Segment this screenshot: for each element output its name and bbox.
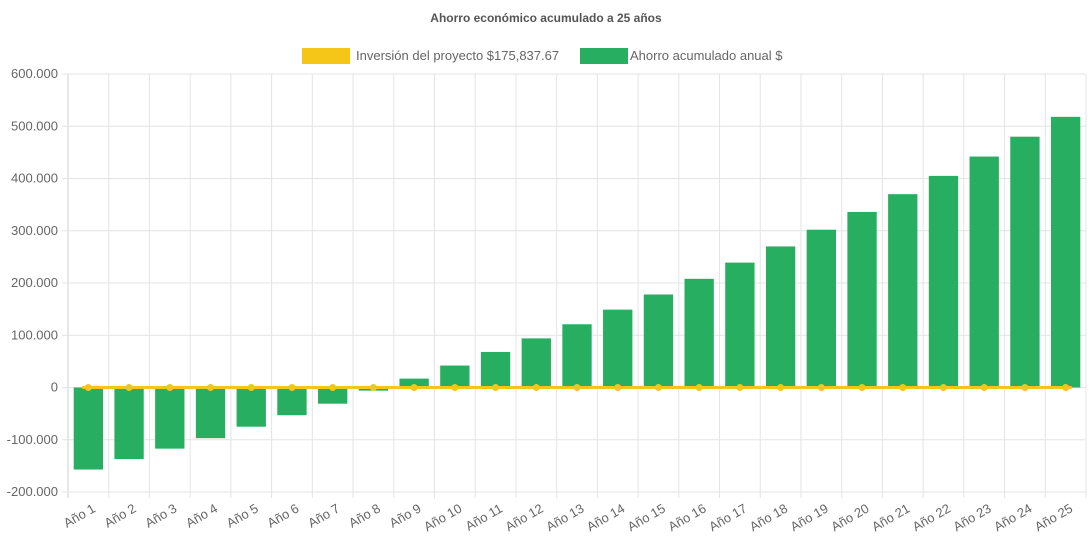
line-point[interactable] — [410, 384, 418, 391]
line-point[interactable] — [288, 384, 296, 391]
y-tick-label: 400.000 — [11, 171, 58, 186]
bar[interactable] — [888, 194, 918, 388]
line-point[interactable] — [1062, 384, 1070, 391]
x-tick-label: Año 10 — [421, 501, 464, 535]
y-tick-label: 500.000 — [11, 118, 58, 133]
line-point[interactable] — [736, 384, 744, 391]
x-axis-ticks: Año 1 Año 2 Año 3 Año 4 Año 5 Año 6 Año 7 Año 8… — [61, 501, 1075, 535]
x-tick-label: Año 25 — [1032, 501, 1075, 535]
x-tick-label: Año 12 — [503, 501, 546, 535]
bar[interactable] — [73, 387, 104, 470]
line-point[interactable] — [939, 384, 947, 391]
x-tick-label: Año 5 — [224, 501, 261, 531]
line-point[interactable] — [980, 384, 988, 391]
y-tick-label: 600.000 — [11, 66, 58, 81]
x-tick-label: Año 22 — [910, 501, 953, 535]
bar[interactable] — [806, 229, 836, 388]
line-point[interactable] — [247, 384, 255, 391]
legend-label-0[interactable]: Inversión del proyecto $175,837.67 — [356, 48, 559, 63]
bar-series — [73, 116, 1081, 470]
bar[interactable] — [847, 211, 877, 388]
y-tick-label: 100.000 — [11, 327, 58, 342]
line-point[interactable] — [777, 384, 785, 391]
x-tick-label: Año 11 — [463, 501, 505, 534]
x-tick-label: Año 4 — [183, 501, 220, 531]
y-axis-ticks: 600.000 500.000 400.000 300.000 200.000 100.0… — [7, 66, 58, 499]
bar[interactable] — [195, 387, 226, 439]
bar[interactable] — [643, 294, 674, 388]
line-point[interactable] — [1021, 384, 1029, 391]
legend-swatch-0[interactable] — [302, 48, 350, 64]
x-tick-label: Año 9 — [387, 501, 424, 531]
y-tick-label: 200.000 — [11, 275, 58, 290]
bar[interactable] — [928, 175, 959, 388]
bar[interactable] — [236, 387, 266, 427]
y-tick-label: -100.000 — [7, 432, 58, 447]
chart-title: Ahorro económico acumulado a 25 años — [430, 11, 662, 25]
line-series — [82, 384, 1072, 391]
line-point[interactable] — [451, 384, 459, 391]
x-tick-label: Año 7 — [305, 501, 342, 531]
x-tick-label: Año 8 — [346, 501, 383, 531]
bar[interactable] — [725, 262, 755, 388]
x-tick-label: Año 14 — [584, 501, 627, 535]
bar[interactable] — [277, 387, 307, 416]
line-point[interactable] — [492, 384, 500, 391]
x-tick-label: Año 21 — [869, 501, 912, 535]
y-tick-label: 0 — [51, 380, 58, 395]
x-tick-label: Año 13 — [543, 501, 586, 535]
bar[interactable] — [969, 156, 999, 388]
legend: Inversión del proyecto $175,837.67 Ahorro… — [302, 48, 783, 64]
bar[interactable] — [562, 324, 592, 388]
bar[interactable] — [521, 338, 551, 388]
x-tick-label: Año 19 — [788, 501, 831, 535]
y-tick-label: -200.000 — [7, 484, 58, 499]
line-point[interactable] — [125, 384, 133, 391]
x-tick-label: Año 3 — [142, 501, 179, 531]
x-tick-label: Año 24 — [991, 501, 1034, 535]
bar[interactable] — [765, 246, 796, 388]
line-point[interactable] — [817, 384, 825, 391]
line-point[interactable] — [899, 384, 907, 391]
line-point[interactable] — [532, 384, 540, 391]
y-tick-label: 300.000 — [11, 223, 58, 238]
x-tick-label: Año 17 — [706, 501, 749, 535]
bar[interactable] — [1050, 116, 1081, 388]
x-tick-label: Año 16 — [665, 501, 708, 535]
legend-label-1[interactable]: Ahorro acumulado anual $ — [630, 48, 783, 63]
line-point[interactable] — [166, 384, 174, 391]
bar[interactable] — [1010, 136, 1040, 388]
line-point[interactable] — [573, 384, 581, 391]
bar[interactable] — [155, 387, 185, 449]
x-tick-label: Año 15 — [625, 501, 668, 535]
x-tick-label: Año 2 — [102, 501, 139, 531]
grid — [62, 73, 1087, 498]
line-point[interactable] — [654, 384, 662, 391]
x-tick-label: Año 23 — [951, 501, 994, 535]
bar[interactable] — [318, 387, 348, 404]
line-point[interactable] — [329, 384, 337, 391]
bar[interactable] — [399, 378, 429, 388]
line-point[interactable] — [84, 384, 92, 391]
x-tick-label: Año 6 — [265, 501, 302, 531]
line-point[interactable] — [858, 384, 866, 391]
line-point[interactable] — [614, 384, 622, 391]
legend-swatch-1[interactable] — [580, 48, 628, 64]
bar[interactable] — [114, 387, 144, 460]
line-point[interactable] — [369, 384, 377, 391]
x-tick-label: Año 18 — [747, 501, 790, 535]
bar[interactable] — [480, 351, 511, 388]
bar[interactable] — [603, 309, 633, 388]
line-point[interactable] — [207, 384, 215, 391]
bar[interactable] — [684, 278, 714, 388]
x-tick-label: Año 20 — [828, 501, 871, 535]
line-point[interactable] — [695, 384, 703, 391]
bar[interactable] — [440, 365, 470, 388]
x-tick-label: Año 1 — [61, 501, 98, 531]
